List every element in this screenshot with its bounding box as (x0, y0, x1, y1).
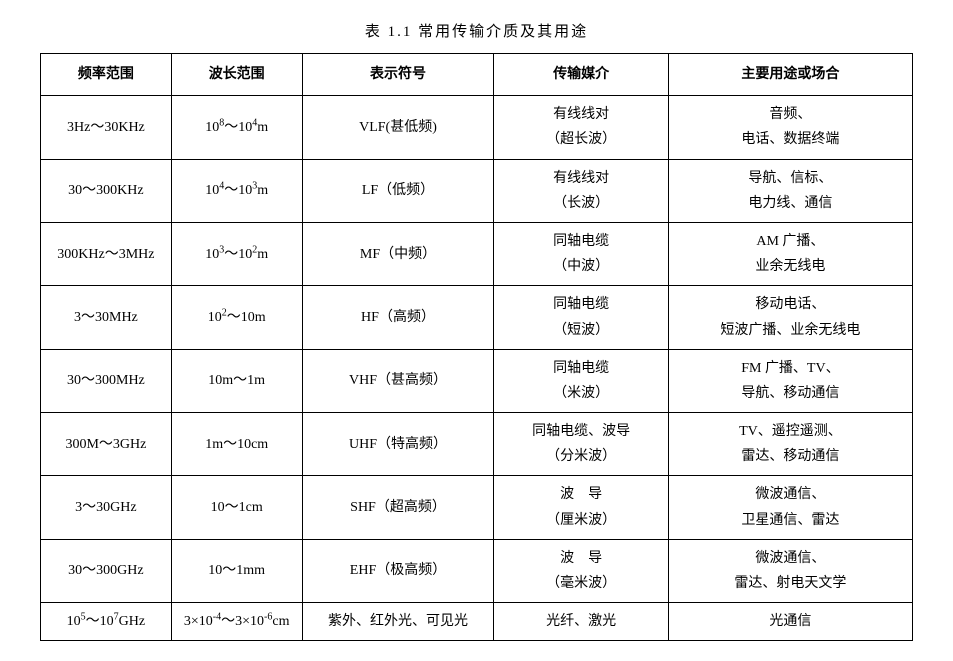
col-header-symbol: 表示符号 (302, 54, 494, 96)
cell-freq: 3Hz～30KHz (41, 96, 172, 159)
cell-wavelength: 10～1cm (171, 476, 302, 539)
cell-symbol: EHF（极高频） (302, 539, 494, 602)
table-row: 30～300GHz10～1mmEHF（极高频）波 导（毫米波）微波通信、雷达、射… (41, 539, 913, 602)
cell-usage: 微波通信、雷达、射电天文学 (668, 539, 912, 602)
cell-symbol: 紫外、红外光、可见光 (302, 603, 494, 641)
cell-usage: 微波通信、卫星通信、雷达 (668, 476, 912, 539)
table-row: 3Hz～30KHz108～104mVLF(甚低频)有线线对（超长波）音频、电话、… (41, 96, 913, 159)
cell-wavelength: 3×10-4～3×10-6cm (171, 603, 302, 641)
col-header-usage: 主要用途或场合 (668, 54, 912, 96)
col-header-wavelength: 波长范围 (171, 54, 302, 96)
cell-symbol: MF（中频） (302, 222, 494, 285)
cell-symbol: HF（高频） (302, 286, 494, 349)
cell-wavelength: 103～102m (171, 222, 302, 285)
cell-wavelength: 1m～10cm (171, 413, 302, 476)
cell-usage: 导航、信标、电力线、通信 (668, 159, 912, 222)
cell-usage: AM 广播、业余无线电 (668, 222, 912, 285)
table-header-row: 频率范围 波长范围 表示符号 传输媒介 主要用途或场合 (41, 54, 913, 96)
cell-medium: 有线线对（超长波） (494, 96, 668, 159)
cell-usage: 光通信 (668, 603, 912, 641)
cell-wavelength: 108～104m (171, 96, 302, 159)
table-caption: 表 1.1 常用传输介质及其用途 (40, 20, 913, 41)
cell-freq: 3～30GHz (41, 476, 172, 539)
cell-medium: 同轴电缆、波导（分米波） (494, 413, 668, 476)
cell-medium: 有线线对（长波） (494, 159, 668, 222)
cell-wavelength: 10m～1m (171, 349, 302, 412)
cell-medium: 光纤、激光 (494, 603, 668, 641)
table-row: 105～107GHz3×10-4～3×10-6cm紫外、红外光、可见光光纤、激光… (41, 603, 913, 641)
cell-freq: 30～300MHz (41, 349, 172, 412)
cell-freq: 300KHz～3MHz (41, 222, 172, 285)
cell-wavelength: 102～10m (171, 286, 302, 349)
cell-usage: FM 广播、TV、导航、移动通信 (668, 349, 912, 412)
cell-symbol: LF（低频） (302, 159, 494, 222)
cell-symbol: UHF（特高频） (302, 413, 494, 476)
table-row: 3～30MHz102～10mHF（高频）同轴电缆（短波）移动电话、短波广播、业余… (41, 286, 913, 349)
table-body: 3Hz～30KHz108～104mVLF(甚低频)有线线对（超长波）音频、电话、… (41, 96, 913, 641)
table-row: 300M～3GHz1m～10cmUHF（特高频）同轴电缆、波导（分米波）TV、遥… (41, 413, 913, 476)
cell-medium: 波 导（厘米波） (494, 476, 668, 539)
cell-freq: 30～300KHz (41, 159, 172, 222)
transmission-media-table: 频率范围 波长范围 表示符号 传输媒介 主要用途或场合 3Hz～30KHz108… (40, 53, 913, 641)
cell-freq: 3～30MHz (41, 286, 172, 349)
table-row: 30～300MHz10m～1mVHF（甚高频）同轴电缆（米波）FM 广播、TV、… (41, 349, 913, 412)
cell-symbol: SHF（超高频） (302, 476, 494, 539)
cell-usage: 音频、电话、数据终端 (668, 96, 912, 159)
col-header-medium: 传输媒介 (494, 54, 668, 96)
cell-symbol: VLF(甚低频) (302, 96, 494, 159)
cell-usage: TV、遥控遥测、雷达、移动通信 (668, 413, 912, 476)
cell-wavelength: 10～1mm (171, 539, 302, 602)
col-header-freq: 频率范围 (41, 54, 172, 96)
cell-medium: 波 导（毫米波） (494, 539, 668, 602)
cell-freq: 30～300GHz (41, 539, 172, 602)
table-row: 300KHz～3MHz103～102mMF（中频）同轴电缆（中波）AM 广播、业… (41, 222, 913, 285)
cell-usage: 移动电话、短波广播、业余无线电 (668, 286, 912, 349)
cell-symbol: VHF（甚高频） (302, 349, 494, 412)
cell-medium: 同轴电缆（米波） (494, 349, 668, 412)
table-row: 3～30GHz10～1cmSHF（超高频）波 导（厘米波）微波通信、卫星通信、雷… (41, 476, 913, 539)
table-row: 30～300KHz104～103mLF（低频）有线线对（长波）导航、信标、电力线… (41, 159, 913, 222)
cell-freq: 105～107GHz (41, 603, 172, 641)
cell-medium: 同轴电缆（中波） (494, 222, 668, 285)
cell-wavelength: 104～103m (171, 159, 302, 222)
cell-freq: 300M～3GHz (41, 413, 172, 476)
cell-medium: 同轴电缆（短波） (494, 286, 668, 349)
